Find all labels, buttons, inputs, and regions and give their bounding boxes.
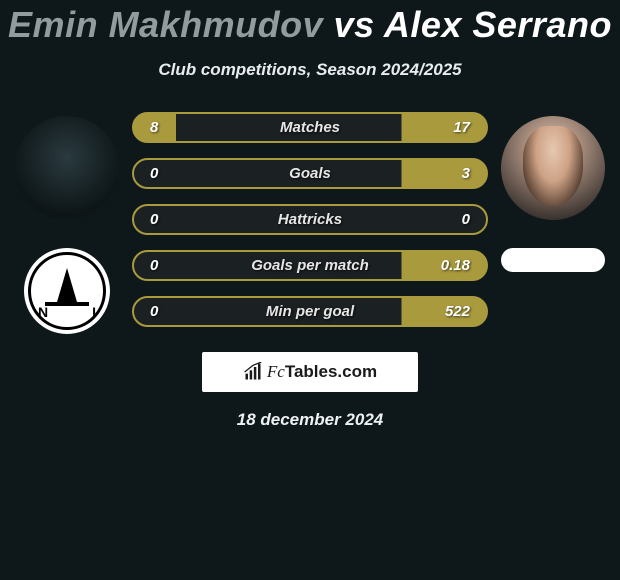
- player1-column: N I: [8, 116, 126, 334]
- stat-label: Min per goal: [134, 303, 486, 320]
- main-row: N I 8Matches170Goals30Hattricks00Goals p…: [0, 116, 620, 334]
- player2-column: [494, 116, 612, 272]
- stat-row: 8Matches17: [132, 112, 488, 143]
- player2-name: Alex Serrano: [384, 4, 612, 45]
- page-title: Emin Makhmudov vs Alex Serrano: [0, 4, 620, 46]
- stat-left-value: 8: [150, 119, 180, 136]
- stat-right-value: 0: [440, 211, 470, 228]
- brand-prefix: Fc: [267, 362, 285, 381]
- club-letter-right: I: [92, 304, 96, 320]
- stat-left-value: 0: [150, 303, 180, 320]
- oil-derrick-icon: [57, 268, 77, 302]
- stat-right-value: 3: [440, 165, 470, 182]
- comparison-card: Emin Makhmudov vs Alex Serrano Club comp…: [0, 0, 620, 430]
- stat-label: Hattricks: [134, 211, 486, 228]
- date-text: 18 december 2024: [0, 410, 620, 430]
- stat-row: 0Goals3: [132, 158, 488, 189]
- stat-right-value: 522: [440, 303, 470, 320]
- brand-text: FcTables.com: [267, 362, 377, 382]
- stat-right-value: 17: [440, 119, 470, 136]
- stat-label: Goals per match: [134, 257, 486, 274]
- player1-avatar: [15, 116, 119, 220]
- stat-row: 0Min per goal522: [132, 296, 488, 327]
- stats-column: 8Matches170Goals30Hattricks00Goals per m…: [126, 112, 494, 327]
- vs-text: vs: [334, 4, 375, 45]
- stat-row: 0Goals per match0.18: [132, 250, 488, 281]
- club-letter-left: N: [38, 304, 48, 320]
- brand-badge[interactable]: FcTables.com: [202, 352, 418, 392]
- brand-suffix: Tables.com: [285, 362, 377, 381]
- stat-row: 0Hattricks0: [132, 204, 488, 235]
- player1-club-logo: N I: [24, 248, 110, 334]
- stat-right-value: 0.18: [440, 257, 470, 274]
- player1-name: Emin Makhmudov: [8, 4, 323, 45]
- stat-label: Matches: [134, 119, 486, 136]
- stat-left-value: 0: [150, 165, 180, 182]
- chart-icon: [243, 362, 263, 382]
- stat-left-value: 0: [150, 257, 180, 274]
- player2-avatar: [501, 116, 605, 220]
- stat-left-value: 0: [150, 211, 180, 228]
- stat-label: Goals: [134, 165, 486, 182]
- subtitle: Club competitions, Season 2024/2025: [0, 60, 620, 80]
- player2-club-logo: [501, 248, 605, 272]
